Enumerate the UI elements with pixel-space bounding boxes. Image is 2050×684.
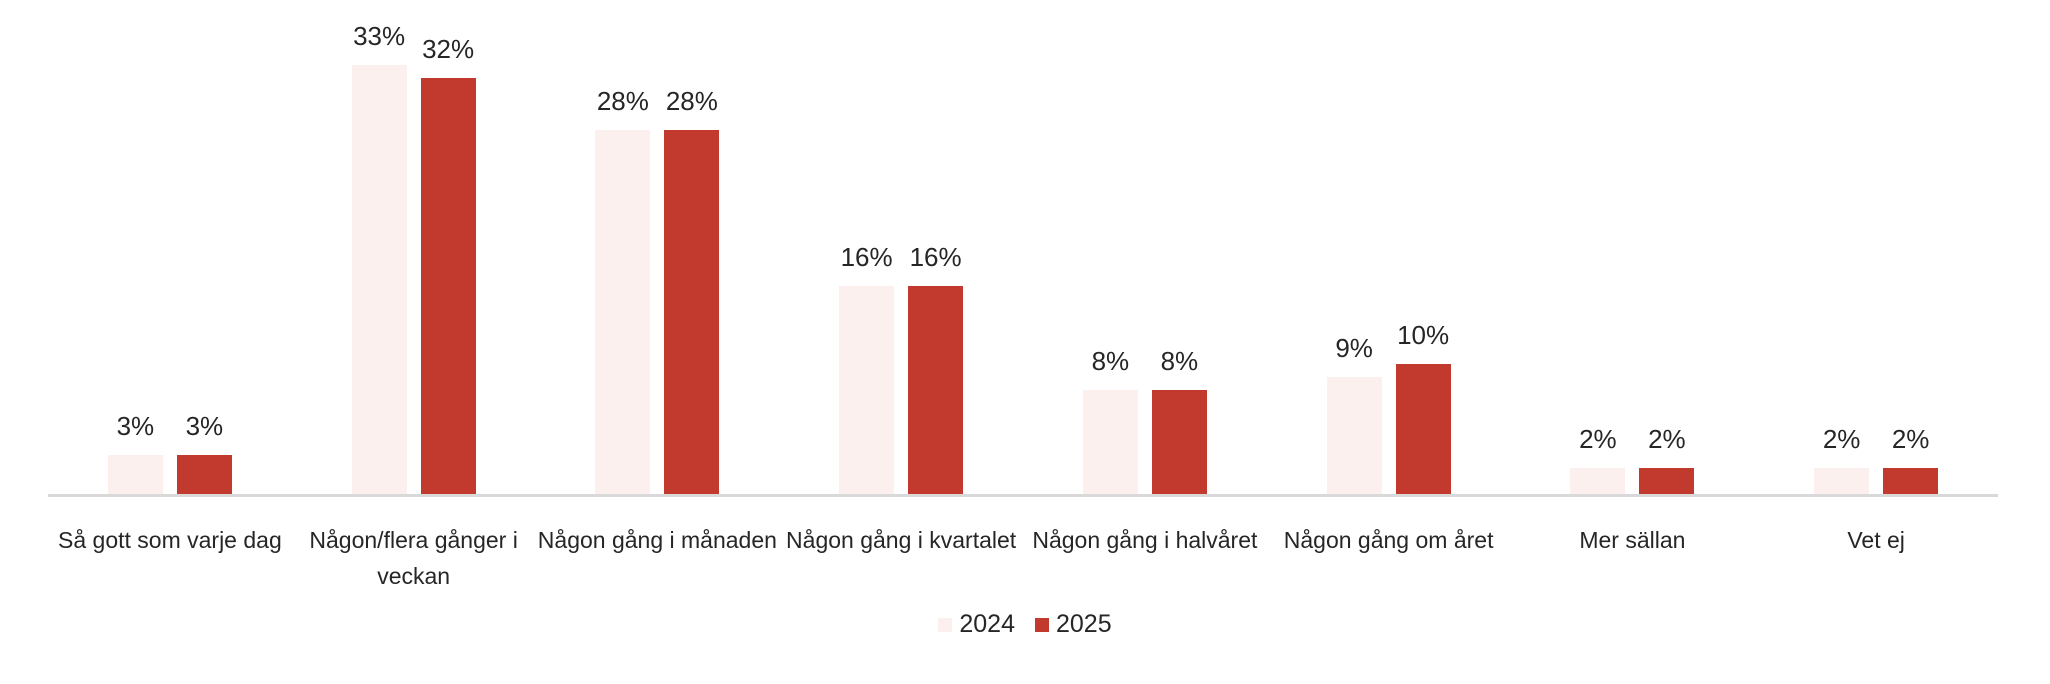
chart-column: 16% 16% bbox=[779, 0, 1023, 494]
value-label-2024: 3% bbox=[116, 411, 155, 441]
value-label-2024: 8% bbox=[1091, 346, 1130, 376]
bar-2025 bbox=[1883, 468, 1939, 494]
value-label-2024: 9% bbox=[1335, 333, 1373, 363]
value-label-2025: 2% bbox=[1648, 424, 1686, 454]
legend: 2024 2025 bbox=[0, 610, 2050, 639]
legend-swatch-icon bbox=[1035, 617, 1049, 632]
bar-group-2025: 32% bbox=[420, 34, 476, 494]
bar-2024 bbox=[107, 455, 163, 494]
bar-group-2025: 10% bbox=[1395, 320, 1451, 494]
bar-group-2025: 2% bbox=[1639, 424, 1695, 494]
legend-item-2025: 2025 bbox=[1035, 610, 1112, 639]
bar-2025 bbox=[176, 455, 232, 494]
bar-group-2025: 3% bbox=[176, 411, 232, 494]
value-label-2024: 33% bbox=[353, 21, 406, 51]
chart-column: 8% 8% bbox=[1023, 0, 1267, 494]
category-label: Mer sällan bbox=[1579, 527, 1686, 553]
chart-column: 28% 28% bbox=[536, 0, 780, 494]
legend-label: 2025 bbox=[1056, 610, 1112, 638]
bar-2024 bbox=[1814, 468, 1870, 494]
chart-column: 2% 2% bbox=[1511, 0, 1755, 494]
bar-2024 bbox=[1326, 377, 1382, 494]
chart-column: 3% 3% bbox=[48, 0, 292, 494]
bar-2024 bbox=[839, 286, 895, 494]
category-label: Någon gång i kvartalet bbox=[786, 527, 1017, 553]
bar-group-2024: 9% bbox=[1326, 333, 1382, 494]
bar-2024 bbox=[1082, 390, 1138, 494]
chart-column: 9% 10% bbox=[1267, 0, 1511, 494]
category-label: Någon/flera gånger i veckan bbox=[309, 527, 518, 589]
bar-group-2024: 16% bbox=[839, 242, 895, 494]
bar-group-2024: 33% bbox=[351, 21, 407, 494]
category-axis: Så gott som varje dag Någon/flera gånger … bbox=[48, 497, 1998, 594]
category-label: Någon gång om året bbox=[1283, 527, 1494, 553]
bar-2025 bbox=[420, 78, 476, 494]
chart-column: 33% 32% bbox=[292, 0, 536, 494]
category-label: Någon gång i halvåret bbox=[1032, 527, 1258, 553]
value-label-2025: 32% bbox=[422, 34, 475, 64]
bar-2025 bbox=[908, 286, 964, 494]
value-label-2024: 2% bbox=[1579, 424, 1617, 454]
bar-2024 bbox=[351, 65, 407, 494]
value-label-2024: 16% bbox=[840, 242, 893, 272]
category-label: Någon gång i månaden bbox=[537, 527, 777, 553]
value-label-2024: 28% bbox=[596, 86, 649, 116]
chart-column: 2% 2% bbox=[1754, 0, 1998, 494]
bar-group-2024: 2% bbox=[1570, 424, 1626, 494]
bar-2025 bbox=[1151, 390, 1207, 494]
bar-group-2024: 2% bbox=[1814, 424, 1870, 494]
bar-group-2025: 8% bbox=[1151, 346, 1207, 494]
bar-group-2025: 28% bbox=[664, 86, 720, 494]
bar-group-2024: 8% bbox=[1082, 346, 1138, 494]
value-label-2025: 10% bbox=[1397, 320, 1450, 350]
value-label-2024: 2% bbox=[1822, 424, 1861, 454]
legend-swatch-icon bbox=[938, 617, 953, 632]
category-label: Vet ej bbox=[1847, 527, 1905, 553]
value-label-2025: 28% bbox=[665, 86, 718, 116]
value-label-2025: 16% bbox=[909, 242, 962, 272]
value-label-2025: 3% bbox=[185, 411, 224, 441]
plot-area: 3% 3% 33% 32% 28% 28% 16% 16% 8% 8% 9% 10% 2% 2% 2% 2% bbox=[48, 0, 1998, 497]
bar-group-2024: 28% bbox=[595, 86, 651, 494]
bar-2025 bbox=[1395, 364, 1451, 494]
category-label: Så gott som varje dag bbox=[58, 527, 282, 553]
bar-group-2024: 3% bbox=[107, 411, 163, 494]
bar-group-2025: 2% bbox=[1883, 424, 1939, 494]
value-label-2025: 2% bbox=[1891, 424, 1930, 454]
bar-2024 bbox=[595, 130, 651, 494]
bar-group-2025: 16% bbox=[908, 242, 964, 494]
legend-item-2024: 2024 bbox=[938, 610, 1015, 639]
bar-2025 bbox=[1639, 468, 1695, 494]
legend-label: 2024 bbox=[959, 610, 1015, 638]
bar-2025 bbox=[664, 130, 720, 494]
bar-2024 bbox=[1570, 468, 1626, 494]
value-label-2025: 8% bbox=[1160, 346, 1199, 376]
